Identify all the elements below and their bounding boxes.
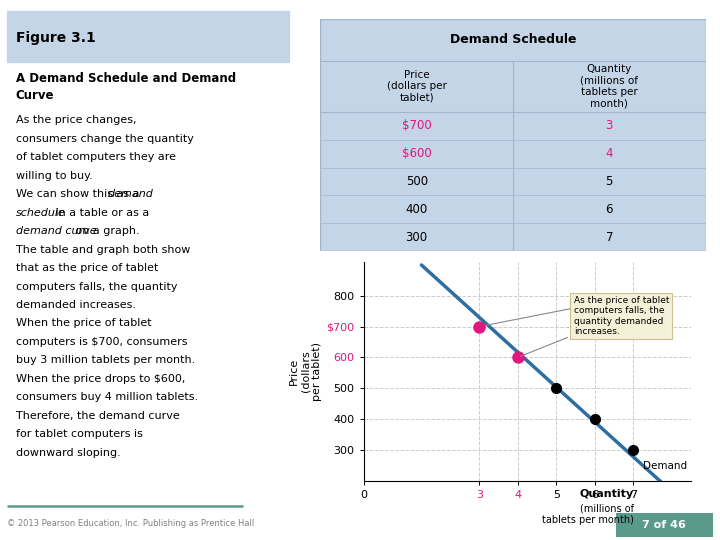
- Text: consumers buy 4 million tablets.: consumers buy 4 million tablets.: [16, 392, 198, 402]
- Text: The table and graph both show: The table and graph both show: [16, 245, 190, 254]
- Text: $600: $600: [402, 147, 431, 160]
- Text: We can show this as a: We can show this as a: [16, 189, 143, 199]
- Text: Demand Schedule: Demand Schedule: [450, 33, 576, 46]
- Text: © 2013 Pearson Education, Inc. Publishing as Prentice Hall: © 2013 Pearson Education, Inc. Publishin…: [7, 519, 254, 528]
- Text: demanded increases.: demanded increases.: [16, 300, 136, 310]
- Y-axis label: Price
(dollars
per tablet): Price (dollars per tablet): [289, 342, 323, 401]
- Text: computers falls, the quantity: computers falls, the quantity: [16, 281, 177, 292]
- Text: (millions of
tablets per month): (millions of tablets per month): [541, 503, 634, 525]
- Text: 7: 7: [606, 231, 613, 244]
- Text: downward sloping.: downward sloping.: [16, 448, 120, 458]
- Text: 500: 500: [405, 175, 428, 188]
- Text: Demand: Demand: [643, 461, 687, 471]
- Text: Therefore, the demand curve: Therefore, the demand curve: [16, 411, 179, 421]
- Text: As the price changes,: As the price changes,: [16, 115, 136, 125]
- Text: Quantity
(millions of
tablets per
month): Quantity (millions of tablets per month): [580, 64, 639, 109]
- Text: 6: 6: [606, 203, 613, 216]
- Text: that as the price of tablet: that as the price of tablet: [16, 263, 158, 273]
- Text: buy 3 million tablets per month.: buy 3 million tablets per month.: [16, 355, 195, 366]
- Text: consumers change the quantity: consumers change the quantity: [16, 134, 194, 144]
- Text: of tablet computers they are: of tablet computers they are: [16, 152, 176, 162]
- Text: on a graph.: on a graph.: [72, 226, 140, 236]
- Text: 5: 5: [606, 175, 613, 188]
- Text: As the price of tablet
computers falls, the
quantity demanded
increases.: As the price of tablet computers falls, …: [521, 296, 669, 356]
- Text: schedule: schedule: [16, 207, 66, 218]
- Text: 400: 400: [405, 203, 428, 216]
- Text: $700: $700: [402, 119, 431, 132]
- Text: Figure 3.1: Figure 3.1: [16, 31, 96, 44]
- Text: Price
(dollars per
tablet): Price (dollars per tablet): [387, 70, 446, 103]
- Text: A Demand Schedule and Demand
Curve: A Demand Schedule and Demand Curve: [16, 71, 236, 102]
- Text: When the price drops to $600,: When the price drops to $600,: [16, 374, 185, 384]
- Text: Quantity: Quantity: [580, 489, 634, 499]
- FancyBboxPatch shape: [320, 19, 706, 251]
- Text: for tablet computers is: for tablet computers is: [16, 429, 143, 439]
- Text: demand curve: demand curve: [16, 226, 96, 236]
- Text: 300: 300: [405, 231, 428, 244]
- Text: 4: 4: [606, 147, 613, 160]
- Text: 7 of 46: 7 of 46: [642, 520, 686, 530]
- Text: 3: 3: [606, 119, 613, 132]
- Text: willing to buy.: willing to buy.: [16, 171, 93, 181]
- FancyBboxPatch shape: [616, 513, 713, 537]
- Text: When the price of tablet: When the price of tablet: [16, 319, 151, 328]
- Text: in a table or as a: in a table or as a: [52, 207, 149, 218]
- FancyBboxPatch shape: [7, 11, 289, 62]
- Text: computers is $700, consumers: computers is $700, consumers: [16, 337, 187, 347]
- Text: demand: demand: [107, 189, 153, 199]
